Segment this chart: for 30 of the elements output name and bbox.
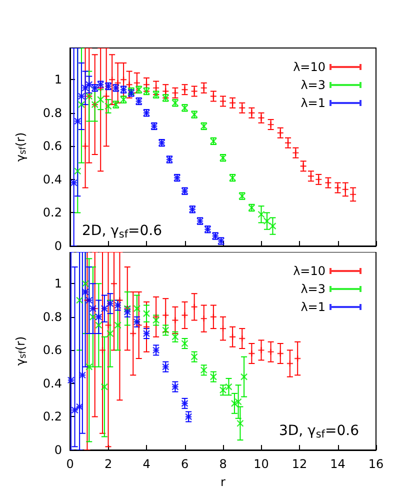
y-tick-label: 1 (54, 72, 62, 87)
legend-label: λ=10 (293, 264, 326, 278)
legend-label: λ=3 (300, 78, 326, 92)
x-tick-label: 6 (180, 457, 189, 471)
y-tick-label: 0.8 (42, 310, 62, 324)
y-tick-label: 0.6 (42, 139, 62, 154)
y-tick-label: 0 (54, 443, 62, 457)
y-tick-label: 0.8 (42, 106, 62, 120)
x-tick-label: 4 (142, 457, 150, 471)
legend-label: λ=3 (300, 282, 326, 296)
x-tick-label: 0 (66, 457, 74, 471)
y-tick-label: 0.4 (42, 376, 62, 390)
y-tick-label: 0.2 (42, 206, 62, 220)
x-tick-label: 16 (368, 457, 384, 471)
y-axis-title: γsf(r) (14, 336, 28, 366)
y-tick-label: 0.4 (42, 172, 62, 186)
x-tick-label: 14 (330, 457, 346, 471)
x-tick-label: 12 (292, 457, 308, 471)
y-tick-label: 0.2 (42, 410, 62, 424)
y-tick-label: 0 (54, 239, 62, 253)
legend-label: λ=1 (300, 300, 326, 314)
legend-label: λ=10 (293, 60, 326, 74)
y-axis-title: γsf(r) (14, 132, 28, 162)
y-tick-label: 1 (54, 276, 62, 291)
legend-label: λ=1 (300, 96, 326, 110)
x-tick-label: 10 (254, 457, 269, 471)
x-tick-label: 8 (219, 457, 227, 471)
x-tick-label: 2 (104, 457, 112, 471)
y-tick-label: 0.6 (42, 343, 62, 358)
x-axis-title: r (220, 475, 226, 489)
